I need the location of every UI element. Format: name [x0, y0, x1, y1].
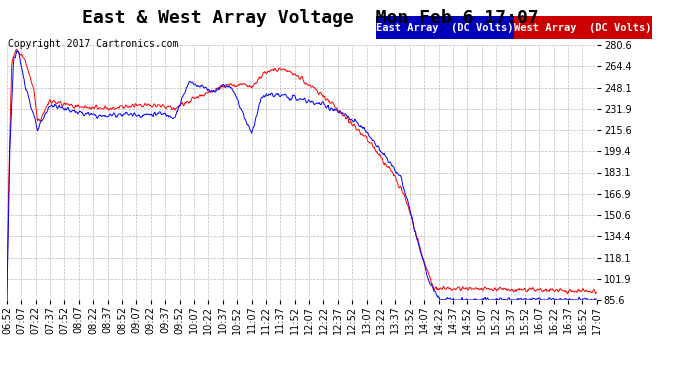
Text: Copyright 2017 Cartronics.com: Copyright 2017 Cartronics.com — [8, 39, 179, 50]
Text: East Array  (DC Volts): East Array (DC Volts) — [376, 23, 514, 33]
Text: East & West Array Voltage  Mon Feb 6 17:07: East & West Array Voltage Mon Feb 6 17:0… — [82, 9, 539, 27]
Text: West Array  (DC Volts): West Array (DC Volts) — [514, 23, 652, 33]
